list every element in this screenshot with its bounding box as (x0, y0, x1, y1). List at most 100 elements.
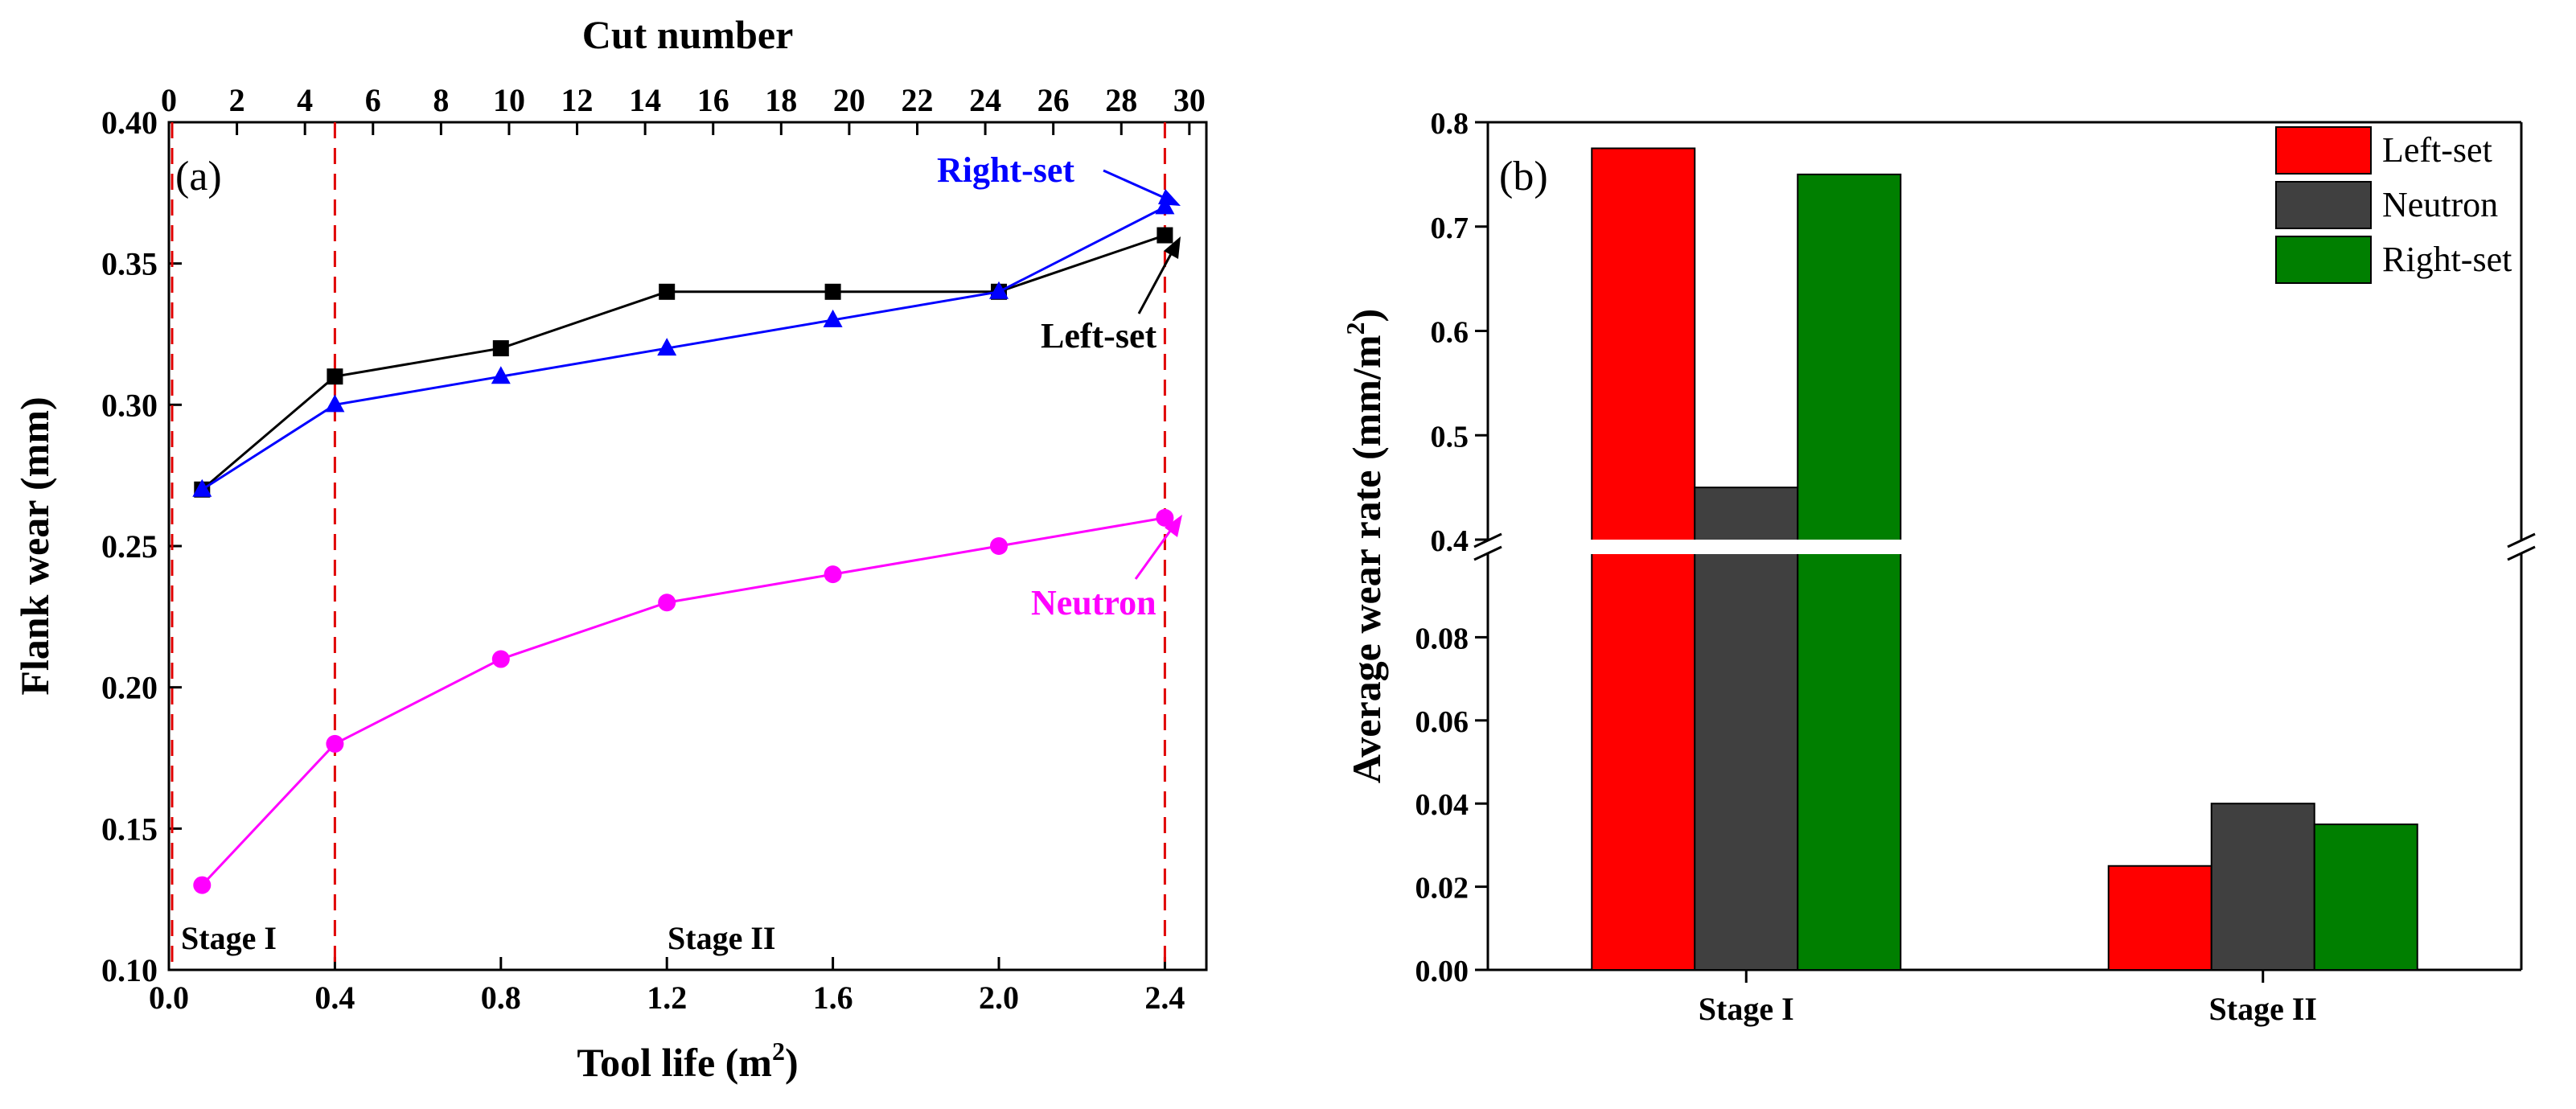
y-tick-label: 0.30 (101, 387, 158, 423)
data-point (491, 650, 510, 668)
top-tick-label: 16 (697, 82, 729, 118)
y-tick-label: 0.25 (101, 528, 158, 565)
data-point (657, 338, 677, 356)
series-line (201, 234, 1165, 491)
stage-1-label: Stage I (181, 920, 277, 956)
x-tick-label: 2.4 (1144, 980, 1185, 1016)
right-set-arrowhead (1158, 189, 1181, 206)
top-tick-label: 20 (833, 82, 865, 118)
y-tick-label: 0.02 (1415, 872, 1469, 906)
y-tick-label: 0.00 (1415, 955, 1469, 988)
neutron-callout: Neutron (1031, 583, 1157, 622)
x-axis-categories: Stage I Stage II (1699, 970, 2317, 1027)
series-right-set (192, 196, 1175, 497)
y-tick-label: 0.35 (101, 246, 158, 282)
x-tick-label: 0.4 (314, 980, 355, 1016)
data-point (192, 479, 212, 497)
legend: Left-set Neutron Right-set (2275, 126, 2512, 284)
y-tick-label: 0.40 (101, 105, 158, 141)
data-point (824, 283, 841, 300)
right-set-callout: Right-set (937, 150, 1074, 190)
top-tick-label: 24 (969, 82, 1001, 118)
top-tick-label: 6 (365, 82, 381, 118)
legend-swatch-neutron (2275, 181, 2372, 229)
chart-panel-b: 0.4 0.5 0.6 0.7 0.8 0.00 0.02 0.04 0.06 0.08 Stag… (1341, 107, 2536, 1027)
y-tick-label: 0.8 (1431, 107, 1469, 141)
y-axis-label: Average wear rate (mm/m2) (1341, 309, 1389, 783)
stage-2-label: Stage II (668, 920, 775, 956)
top-tick-label: 8 (433, 82, 449, 118)
top-tick-label: 30 (1173, 82, 1206, 118)
y-tick-label: 0.6 (1431, 316, 1469, 350)
bar-right-set (1797, 173, 1902, 971)
bar-series (1591, 147, 2418, 971)
legend-label-left-set: Left-set (2382, 130, 2492, 170)
panel-label-a: (a) (175, 154, 222, 199)
series-line (201, 516, 1165, 886)
left-set-arrow (1137, 250, 1174, 314)
stage-divider-lines (171, 122, 1166, 970)
data-point (1155, 196, 1175, 215)
bar-right-set (2313, 824, 2418, 971)
legend-label-right-set: Right-set (2382, 240, 2512, 279)
y-tick-label: 0.04 (1415, 788, 1469, 822)
x-tick-label: 0.0 (149, 980, 189, 1016)
top-tick-label: 0 (161, 82, 177, 118)
top-tick-label: 18 (765, 82, 797, 118)
series-left-set (194, 227, 1173, 498)
panel-label-b: (b) (1499, 154, 1548, 199)
series-line (201, 206, 1166, 491)
y-tick-label: 0.06 (1415, 705, 1469, 739)
y-tick-label: 0.5 (1431, 420, 1469, 454)
data-point (193, 876, 212, 894)
data-point (989, 281, 1009, 299)
axis-break-mark-left-2 (1473, 545, 1502, 561)
y-tick-label: 0.7 (1431, 212, 1469, 245)
top-tick-label: 12 (561, 82, 594, 118)
y-tick-label: 0.10 (101, 952, 158, 988)
data-point (325, 394, 345, 413)
y-axis-ticks: 0.10 0.15 0.20 0.25 0.30 0.35 0.40 (101, 105, 182, 988)
y-axis-ticks: 0.4 0.5 0.6 0.7 0.8 0.00 0.02 0.04 0.06 0.08 (1415, 107, 1488, 988)
series-neutron (193, 508, 1174, 894)
axis-break-mark-right-2 (2507, 545, 2536, 561)
right-set-arrow (1103, 169, 1165, 199)
plot-frame-a (167, 121, 1208, 971)
bar-neutron (2210, 803, 2315, 971)
legend-label-neutron: Neutron (2382, 185, 2498, 224)
data-point (1157, 227, 1173, 244)
legend-swatch-right-set (2275, 236, 2372, 284)
legend-swatch-left-set (2275, 126, 2372, 175)
top-axis-label: Cut number (582, 12, 794, 57)
y-tick-label: 0.15 (101, 811, 158, 847)
x-tick-label: 1.2 (647, 980, 687, 1016)
y-tick-label: 0.4 (1431, 524, 1469, 558)
top-tick-label: 10 (493, 82, 525, 118)
y-tick-label: 0.20 (101, 670, 158, 706)
y-axis-label: Flank wear (mm) (12, 396, 57, 695)
data-point (491, 366, 511, 384)
x-axis-ticks: 0.0 0.4 0.8 1.2 1.6 2.0 2.4 (149, 957, 1185, 1016)
data-point (659, 283, 676, 300)
data-point (990, 537, 1008, 555)
top-tick-label: 4 (297, 82, 313, 118)
data-point (823, 309, 843, 327)
left-set-callout: Left-set (1041, 316, 1157, 355)
data-point (492, 340, 509, 357)
top-tick-label: 14 (629, 82, 661, 118)
left-set-arrowhead (1164, 236, 1181, 259)
top-tick-label: 22 (901, 82, 933, 118)
chart-panel-a: 0.0 0.4 0.8 1.2 1.6 2.0 2.4 0.100.150.200.250.… (12, 12, 1208, 1085)
x-axis-label: Tool life (m2) (577, 1037, 798, 1085)
x-tick-label: 2.0 (979, 980, 1019, 1016)
x-category-label: Stage II (2209, 991, 2317, 1027)
neutron-arrowhead (1165, 515, 1182, 537)
top-tick-label: 28 (1105, 82, 1137, 118)
x-tick-label: 0.8 (481, 980, 521, 1016)
bar-neutron (1694, 487, 1799, 971)
data-point (824, 565, 842, 584)
axis-break-mark-right-1 (2507, 532, 2536, 548)
axis-break-gap (1489, 540, 2520, 554)
x-category-label: Stage I (1699, 991, 1794, 1027)
